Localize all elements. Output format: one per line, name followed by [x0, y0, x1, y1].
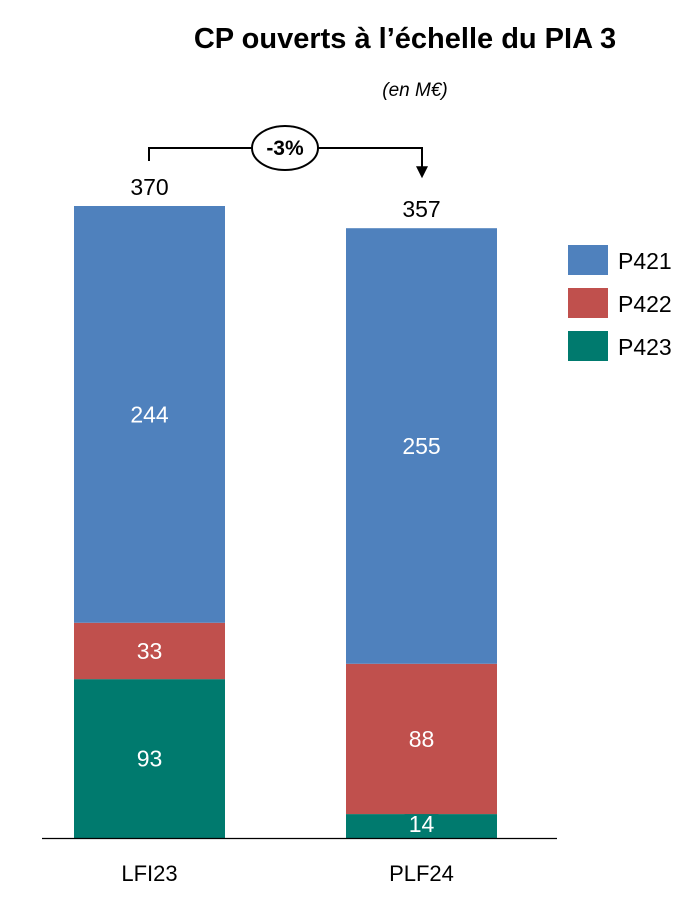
- change-oval: [251, 125, 319, 171]
- change-label: -3%: [266, 137, 304, 160]
- legend-swatch-p421: [568, 245, 608, 275]
- bars-group: [74, 206, 497, 838]
- segment-labels-group: 93 33 244 14 88 255: [130, 401, 440, 837]
- change-arrow-icon: [416, 166, 428, 179]
- change-annotation: -3%: [148, 125, 428, 179]
- bar-p423-lfi23: [74, 679, 225, 838]
- bar-label-tab: [404, 810, 439, 838]
- data-label-p423-lfi23: 93: [137, 746, 163, 772]
- data-label-p421-lfi23: 244: [130, 401, 169, 427]
- total-label-lfi23: 370: [130, 174, 168, 200]
- category-label-lfi23: LFI23: [121, 861, 177, 886]
- legend-label-p423: P423: [618, 334, 672, 360]
- data-label-p422-lfi23: 33: [137, 638, 163, 664]
- data-label-p423-plf24: 14: [409, 811, 435, 837]
- chart-title: CP ouverts à l’échelle du PIA 3: [194, 23, 616, 55]
- category-label-plf24: PLF24: [389, 861, 454, 886]
- category-labels-group: LFI23 PLF24: [121, 861, 454, 886]
- legend: P421 P422 P423: [568, 245, 672, 361]
- bar-p421-plf24: [346, 228, 497, 664]
- legend-swatch-p422: [568, 288, 608, 318]
- bar-p422-plf24: [346, 663, 497, 815]
- bar-p422-lfi23: [74, 622, 225, 680]
- data-label-p422-plf24: 88: [409, 726, 435, 752]
- legend-swatch-p423: [568, 331, 608, 361]
- legend-label-p422: P422: [618, 291, 672, 317]
- data-label-p421-plf24: 255: [402, 433, 440, 459]
- chart-subtitle: (en M€): [382, 80, 447, 101]
- totals-group: 370 357: [130, 174, 440, 222]
- total-label-plf24: 357: [402, 196, 440, 222]
- legend-label-p421: P421: [618, 248, 672, 274]
- bar-p421-lfi23: [74, 206, 225, 623]
